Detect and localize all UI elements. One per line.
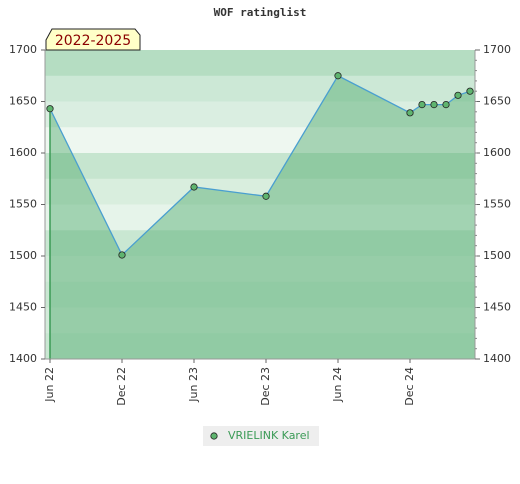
point [466,87,474,95]
y-tick-label: 1400 [9,352,37,365]
y-tick-label: 1700 [9,43,37,56]
point [454,91,462,99]
point [118,251,126,259]
annotation: 2022-2025 [45,28,141,51]
band [45,50,475,77]
band [45,127,475,154]
y-tick-label: 1650 [9,95,37,108]
point [46,105,54,113]
legend-box [203,426,319,446]
legend-label: VRIELINK Karel [228,429,310,442]
chart-title: WOF ratinglist [214,6,307,19]
x-tick-label: Jun 23 [187,367,200,403]
band [45,178,475,205]
band [45,256,475,283]
point [406,109,414,117]
y-tick-label: 1500 [9,249,37,262]
band [45,75,475,102]
point [334,72,342,80]
y2-tick-label: 1500 [483,249,511,262]
legend: VRIELINK Karel [203,426,319,446]
y2-tick-label: 1600 [483,146,511,159]
point [418,100,426,109]
band [45,101,475,128]
x-tick-label: Jun 22 [43,367,56,403]
y-tick-label: 1600 [9,146,37,159]
y2-tick-label: 1650 [483,95,511,108]
point [262,192,270,200]
plot-area [46,72,475,359]
y2-tick-label: 1550 [483,198,511,211]
y2-tick-label: 1400 [483,352,511,365]
x-tick-label: Dec 22 [115,367,128,406]
x-tick-label: Dec 23 [259,367,272,406]
band [45,281,475,308]
x-tick-label: Jun 24 [331,367,344,403]
y-tick-label: 1450 [9,301,37,314]
band [45,204,475,231]
area [50,75,475,359]
y2-tick-label: 1450 [483,301,511,314]
annotation-text: 2022-2025 [55,33,131,49]
axes: 1400 1450 1500 1550 1600 1650 1700 1400 1450 1500… [9,43,511,406]
legend-marker [210,432,218,440]
y2-tick-label: 1700 [483,43,511,56]
point [190,183,198,191]
band [45,153,475,180]
band [45,307,475,334]
x-tick-label: Dec 24 [403,367,416,406]
point [430,100,438,109]
point [442,100,450,109]
band [45,333,475,360]
y-tick-label: 1550 [9,198,37,211]
plot-background [45,50,475,360]
